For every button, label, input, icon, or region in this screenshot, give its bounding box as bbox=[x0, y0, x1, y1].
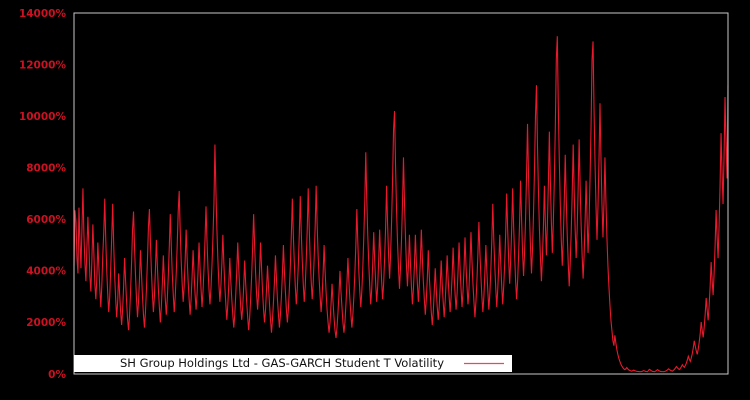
y-axis-tick-label: 14000% bbox=[19, 8, 67, 20]
y-axis-tick-label: 2000% bbox=[26, 317, 66, 329]
axis-spines bbox=[73, 12, 729, 375]
y-axis-tick-label: 8000% bbox=[26, 163, 66, 175]
data-series-group bbox=[73, 36, 729, 373]
chart-legend[interactable]: SH Group Holdings Ltd - GAS-GARCH Studen… bbox=[74, 355, 512, 372]
y-axis-tick-label: 12000% bbox=[19, 59, 67, 71]
plot-area-background bbox=[74, 13, 728, 374]
volatility-series-line bbox=[73, 36, 729, 373]
y-axis-tick-label: 0% bbox=[48, 369, 66, 381]
legend-background bbox=[74, 355, 512, 372]
y-axis-tick-label: 10000% bbox=[19, 111, 67, 123]
plot-border bbox=[73, 12, 729, 375]
y-axis-tick-label: 6000% bbox=[26, 214, 66, 226]
y-axis-tick-labels: 0% 2000% 4000% 6000% 8000% 10000% 12000% 14000% bbox=[19, 8, 67, 381]
legend-label: SH Group Holdings Ltd - GAS-GARCH Studen… bbox=[120, 356, 444, 370]
y-axis-tick-label: 4000% bbox=[26, 266, 66, 278]
